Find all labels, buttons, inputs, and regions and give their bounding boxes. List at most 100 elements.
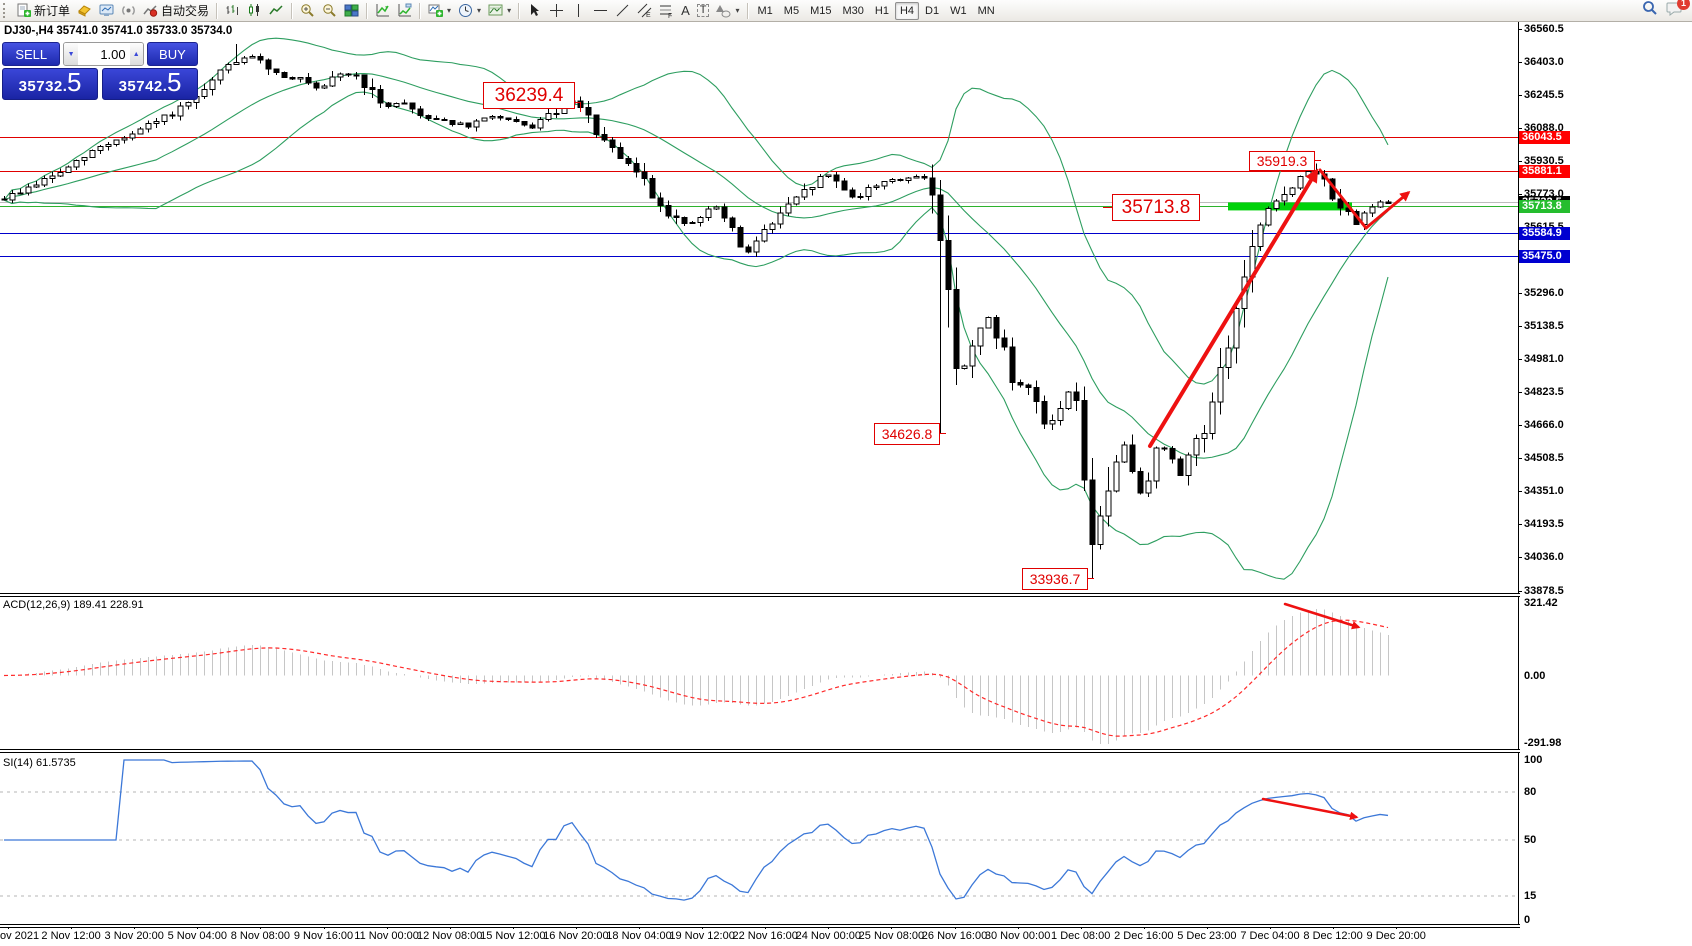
buy-button[interactable]: BUY xyxy=(146,42,198,66)
buy-price-display[interactable]: 35742. 5 xyxy=(102,68,198,100)
time-axis-label[interactable]: 19 Nov 12:00 xyxy=(669,930,735,942)
time-axis-label[interactable]: 25 Nov 08:00 xyxy=(858,930,925,942)
macd-pane-canvas[interactable] xyxy=(0,596,1518,748)
time-axis-label[interactable]: 5 Dec 23:00 xyxy=(1177,930,1237,942)
search-button[interactable] xyxy=(1642,0,1658,21)
trend-arrow[interactable] xyxy=(1148,168,1319,448)
new-order-icon xyxy=(16,3,31,18)
indicator-window-button[interactable] xyxy=(372,2,393,20)
tab-timeframe-h1[interactable]: H1 xyxy=(874,4,889,17)
price-callout[interactable]: 35713.8 xyxy=(1112,194,1200,221)
trend-arrow[interactable] xyxy=(1364,191,1411,230)
price-axis-tick: 34823.5 xyxy=(1524,386,1564,399)
text-tool-button[interactable]: A xyxy=(678,2,693,20)
crosshair-tool-button[interactable] xyxy=(546,2,567,20)
shapes-tool-button[interactable]: ▾ xyxy=(713,2,742,20)
indicator-list-button[interactable] xyxy=(394,2,415,20)
tab-timeframe-mn[interactable]: MN xyxy=(977,4,995,17)
autotrading-button[interactable]: 自动交易 xyxy=(140,2,212,20)
volume-input[interactable] xyxy=(77,43,130,65)
label-tool-button[interactable]: T xyxy=(694,2,713,20)
callout-connector xyxy=(580,102,581,112)
time-axis-label[interactable]: 7 Dec 04:00 xyxy=(1240,930,1300,942)
signals-button[interactable] xyxy=(118,2,139,20)
fibonacci-tool-button[interactable]: F xyxy=(656,2,677,20)
time-axis-label[interactable]: 5 Nov 04:00 xyxy=(167,930,227,942)
time-axis-label[interactable]: 18 Nov 04:00 xyxy=(606,930,672,942)
volume-decrease-button[interactable]: ▼ xyxy=(64,43,78,65)
time-axis-label[interactable]: 9 Nov 16:00 xyxy=(293,930,354,942)
bar-chart-mode-button[interactable] xyxy=(222,2,243,20)
candle-body xyxy=(1,198,8,201)
trend-arrow[interactable] xyxy=(1261,797,1359,821)
notifications-button[interactable]: 1 xyxy=(1666,0,1690,21)
time-axis-label[interactable]: 22 Nov 16:00 xyxy=(732,930,798,942)
toolbar-grip[interactable] xyxy=(3,3,9,18)
sell-price-display[interactable]: 35732. 5 xyxy=(2,68,98,100)
tab-timeframe-w1[interactable]: W1 xyxy=(950,4,967,17)
main-chart-canvas[interactable] xyxy=(0,22,1518,593)
time-axis-label[interactable]: 3 Nov 20:00 xyxy=(104,930,164,942)
time-axis-label[interactable]: 8 Nov 08:00 xyxy=(230,930,291,942)
style-button[interactable] xyxy=(74,2,95,20)
tab-timeframe-d1[interactable]: D1 xyxy=(925,4,940,17)
channel-tool-button[interactable]: E xyxy=(634,2,655,20)
tab-timeframe-m1[interactable]: M1 xyxy=(757,4,773,17)
time-axis-label[interactable]: 16 Nov 20:00 xyxy=(543,930,609,942)
price-callout[interactable]: 36239.4 xyxy=(483,82,575,109)
price-callout[interactable]: 35919.3 xyxy=(1249,151,1315,171)
time-axis-label[interactable]: 24 Nov 00:00 xyxy=(795,930,862,942)
zoom-in-button[interactable] xyxy=(297,2,318,20)
candle-body xyxy=(433,117,440,121)
support-zone-bar[interactable] xyxy=(1228,202,1352,211)
price-callout[interactable]: 34626.8 xyxy=(874,423,940,445)
candle-body xyxy=(809,187,816,191)
candle-body xyxy=(209,79,216,91)
period-button[interactable]: ▾ xyxy=(455,2,484,20)
time-axis-label[interactable]: 1 Dec 08:00 xyxy=(1051,930,1111,942)
tile-windows-button[interactable] xyxy=(341,2,362,20)
trend-arrow[interactable] xyxy=(1318,168,1368,230)
line-chart-mode-button[interactable] xyxy=(266,2,287,20)
trendline-tool-button[interactable] xyxy=(612,2,633,20)
zoom-out-button[interactable] xyxy=(319,2,340,20)
hline-tool-button[interactable] xyxy=(590,2,611,20)
price-callout[interactable]: 33936.7 xyxy=(1022,568,1088,590)
separator xyxy=(366,2,369,19)
time-axis-label[interactable]: 30 Nov 00:00 xyxy=(984,930,1051,942)
tab-timeframe-m30[interactable]: M30 xyxy=(842,4,864,17)
time-axis-label[interactable]: 11 Nov 00:00 xyxy=(354,930,419,942)
time-axis-label[interactable]: 15 Nov 12:00 xyxy=(480,930,546,942)
market-watch-button[interactable] xyxy=(96,2,117,20)
pane-divider[interactable] xyxy=(0,593,1520,597)
time-axis-label[interactable]: 2 Nov 12:00 xyxy=(41,930,101,942)
trend-arrow[interactable] xyxy=(1283,602,1361,630)
candle-body xyxy=(385,102,392,107)
candlestick-mode-button[interactable] xyxy=(244,2,265,20)
dropdown-arrow-icon: ▾ xyxy=(735,6,740,15)
candle-body xyxy=(721,206,728,219)
template-button[interactable]: ▾ xyxy=(485,2,514,20)
time-axis-label[interactable]: 2 Dec 16:00 xyxy=(1114,930,1174,942)
time-axis-label[interactable]: 12 Nov 08:00 xyxy=(416,930,483,942)
tab-timeframe-h4[interactable]: H4 xyxy=(894,1,919,20)
sell-button[interactable]: SELL xyxy=(2,42,61,66)
vline-tool-button[interactable] xyxy=(568,2,589,20)
pane-divider[interactable] xyxy=(0,749,1520,753)
new-order-button[interactable]: 新订单 xyxy=(13,2,73,20)
tab-timeframe-m15[interactable]: M15 xyxy=(810,4,832,17)
time-axis-label[interactable]: 9 Dec 20:00 xyxy=(1366,930,1426,942)
time-axis-label[interactable]: 8 Dec 12:00 xyxy=(1303,930,1363,942)
tab-timeframe-m5[interactable]: M5 xyxy=(783,4,800,17)
cursor-tool-button[interactable] xyxy=(524,2,545,20)
text-tool-icon: A xyxy=(681,3,690,18)
time-axis-label[interactable]: ov 2021 xyxy=(0,930,40,942)
time-axis-label[interactable]: 26 Nov 16:00 xyxy=(921,930,988,942)
vertical-line-icon xyxy=(571,3,586,18)
new-chart-button[interactable]: ▾ xyxy=(425,2,454,20)
candle-body xyxy=(1201,433,1208,439)
rsi-pane-canvas[interactable] xyxy=(0,753,1518,923)
volume-increase-button[interactable]: ▲ xyxy=(129,43,143,65)
price-axis-border[interactable] xyxy=(1518,22,1519,925)
price-axis-tick: 34508.5 xyxy=(1524,452,1564,465)
